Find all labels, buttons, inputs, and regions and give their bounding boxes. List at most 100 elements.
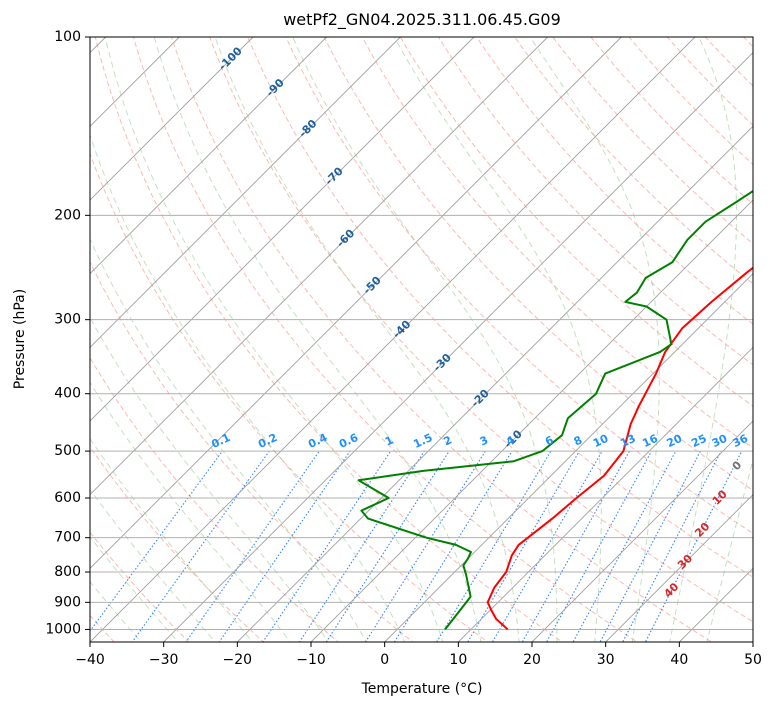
mixing-ratio-line bbox=[467, 450, 580, 642]
mixing-ratio-label: 0.6 bbox=[337, 431, 360, 451]
x-tick-label: −20 bbox=[223, 652, 253, 668]
moist-adiabat-line bbox=[292, 37, 558, 642]
isotherm-line bbox=[90, 37, 254, 201]
x-tick-label: 10 bbox=[449, 652, 467, 668]
dry-adiabat-label: -20 bbox=[469, 387, 492, 410]
dry-adiabat-line bbox=[361, 37, 753, 449]
mixing-ratio-line bbox=[262, 450, 392, 642]
mixing-ratio-label: 8 bbox=[572, 433, 584, 448]
dry-adiabat-line bbox=[285, 37, 753, 535]
y-tick-label: 900 bbox=[54, 594, 81, 610]
x-tick-label: 40 bbox=[670, 652, 688, 668]
mixing-ratio-label: 36 bbox=[731, 432, 751, 450]
moist-adiabat-label: 10 bbox=[710, 487, 730, 507]
isotherm-line bbox=[237, 125, 753, 642]
dry-adiabat-line bbox=[170, 37, 713, 642]
moist-adiabat-line bbox=[90, 381, 291, 642]
dry-adiabat-label: -100 bbox=[216, 44, 245, 73]
moist-adiabat-line bbox=[529, 37, 660, 642]
dry-adiabat-line bbox=[90, 531, 190, 642]
moist-adiabat-line bbox=[90, 437, 254, 642]
mixing-ratio-label: 30 bbox=[710, 432, 730, 450]
moist-adiabat-line bbox=[104, 37, 444, 642]
mixing-ratio-line bbox=[545, 450, 653, 642]
grid-lines bbox=[90, 37, 753, 642]
dry-adiabat-line bbox=[437, 37, 753, 366]
mixing-ratio-label: 2 bbox=[442, 433, 454, 448]
isotherm-line bbox=[90, 37, 401, 348]
dry-adiabat-line bbox=[247, 37, 753, 578]
dry-adiabat-line bbox=[90, 152, 489, 642]
moist-adiabat-label: 0 bbox=[730, 458, 745, 473]
moist-adiabat-line bbox=[90, 316, 329, 642]
x-tick-label: −40 bbox=[75, 652, 105, 668]
y-tick-label: 800 bbox=[54, 564, 81, 580]
mixing-ratio-line bbox=[622, 450, 722, 642]
mixing-ratio-label: 1 bbox=[383, 433, 395, 448]
dry-adiabat-label: -90 bbox=[263, 76, 286, 99]
dry-adiabat-line bbox=[769, 24, 775, 654]
isotherm-line bbox=[90, 37, 475, 422]
isopleth-labels: -100-90-80-70-60-50-40-30-20-100.1 0.2 0.4… bbox=[209, 44, 750, 600]
x-tick-label: 20 bbox=[523, 652, 541, 668]
mixing-ratio-line bbox=[90, 450, 223, 632]
x-tick-label: 50 bbox=[744, 652, 762, 668]
dry-adiabat-line bbox=[90, 356, 340, 642]
isotherm-line bbox=[90, 37, 696, 642]
y-axis-label: Pressure (hPa) bbox=[12, 289, 28, 389]
x-tick-label: 30 bbox=[597, 652, 615, 668]
background-lines bbox=[90, 24, 775, 654]
dry-adiabat-label: -40 bbox=[390, 318, 413, 341]
mixing-ratio-label: 0.1 bbox=[209, 431, 232, 451]
dry-adiabat-line bbox=[323, 37, 753, 491]
moist-adiabat-line bbox=[706, 457, 753, 642]
isotherm-line bbox=[163, 52, 753, 642]
mixing-ratio-label: 0.2 bbox=[256, 431, 279, 451]
dry-adiabat-line bbox=[94, 37, 564, 642]
dry-adiabat-label: -70 bbox=[323, 164, 346, 187]
mixing-ratio-label: 25 bbox=[689, 432, 708, 450]
mixing-ratio-label: 10 bbox=[591, 432, 611, 450]
isotherm-line bbox=[531, 420, 753, 642]
isotherm-line bbox=[310, 199, 753, 642]
isotherm-line bbox=[679, 567, 753, 642]
dry-adiabat-line bbox=[90, 446, 265, 642]
mixing-ratio-line bbox=[218, 450, 351, 642]
mixing-ratio-label: 3 bbox=[478, 433, 490, 448]
isotherm-line bbox=[384, 273, 753, 642]
x-tick-label: −30 bbox=[149, 652, 179, 668]
dry-adiabat-line bbox=[132, 37, 638, 642]
y-tick-label: 1000 bbox=[45, 621, 81, 637]
dry-adiabat-line bbox=[399, 37, 753, 407]
isotherm-line bbox=[752, 641, 753, 642]
dry-adiabat-line bbox=[704, 37, 753, 87]
mixing-ratio-line bbox=[436, 450, 552, 642]
moist-adiabat-line bbox=[393, 37, 602, 642]
dry-adiabat-line bbox=[90, 260, 414, 642]
dry-adiabat-label: -80 bbox=[296, 117, 319, 140]
moist-adiabat-label: 20 bbox=[692, 520, 712, 540]
y-tick-label: 500 bbox=[54, 443, 81, 459]
dry-adiabat-label: -60 bbox=[334, 226, 357, 249]
y-tick-label: 200 bbox=[54, 207, 81, 223]
x-axis-label: Temperature (°C) bbox=[361, 681, 483, 697]
x-tick-label: 0 bbox=[380, 652, 389, 668]
moist-adiabat-line bbox=[214, 37, 520, 642]
axis-ticks: −40 −30 −20 −10 0 10 20 30 40 5010009008007006005… bbox=[45, 29, 762, 668]
y-tick-label: 300 bbox=[54, 312, 81, 328]
plot-frame bbox=[89, 36, 754, 643]
y-tick-label: 100 bbox=[54, 29, 81, 45]
moist-adiabat-label: 30 bbox=[675, 552, 695, 572]
mixing-ratio-line bbox=[325, 450, 450, 642]
dry-adiabat-line bbox=[628, 37, 753, 166]
dry-adiabat-line bbox=[552, 37, 753, 245]
mixing-ratio-line bbox=[491, 450, 603, 642]
mixing-ratio-line bbox=[521, 450, 630, 642]
x-tick-label: −10 bbox=[296, 652, 326, 668]
y-tick-label: 700 bbox=[54, 530, 81, 546]
isotherm-line bbox=[605, 494, 753, 642]
dry-adiabat-line bbox=[476, 37, 753, 325]
y-tick-label: 600 bbox=[54, 490, 81, 506]
mixing-ratio-label: 0.4 bbox=[306, 431, 329, 451]
